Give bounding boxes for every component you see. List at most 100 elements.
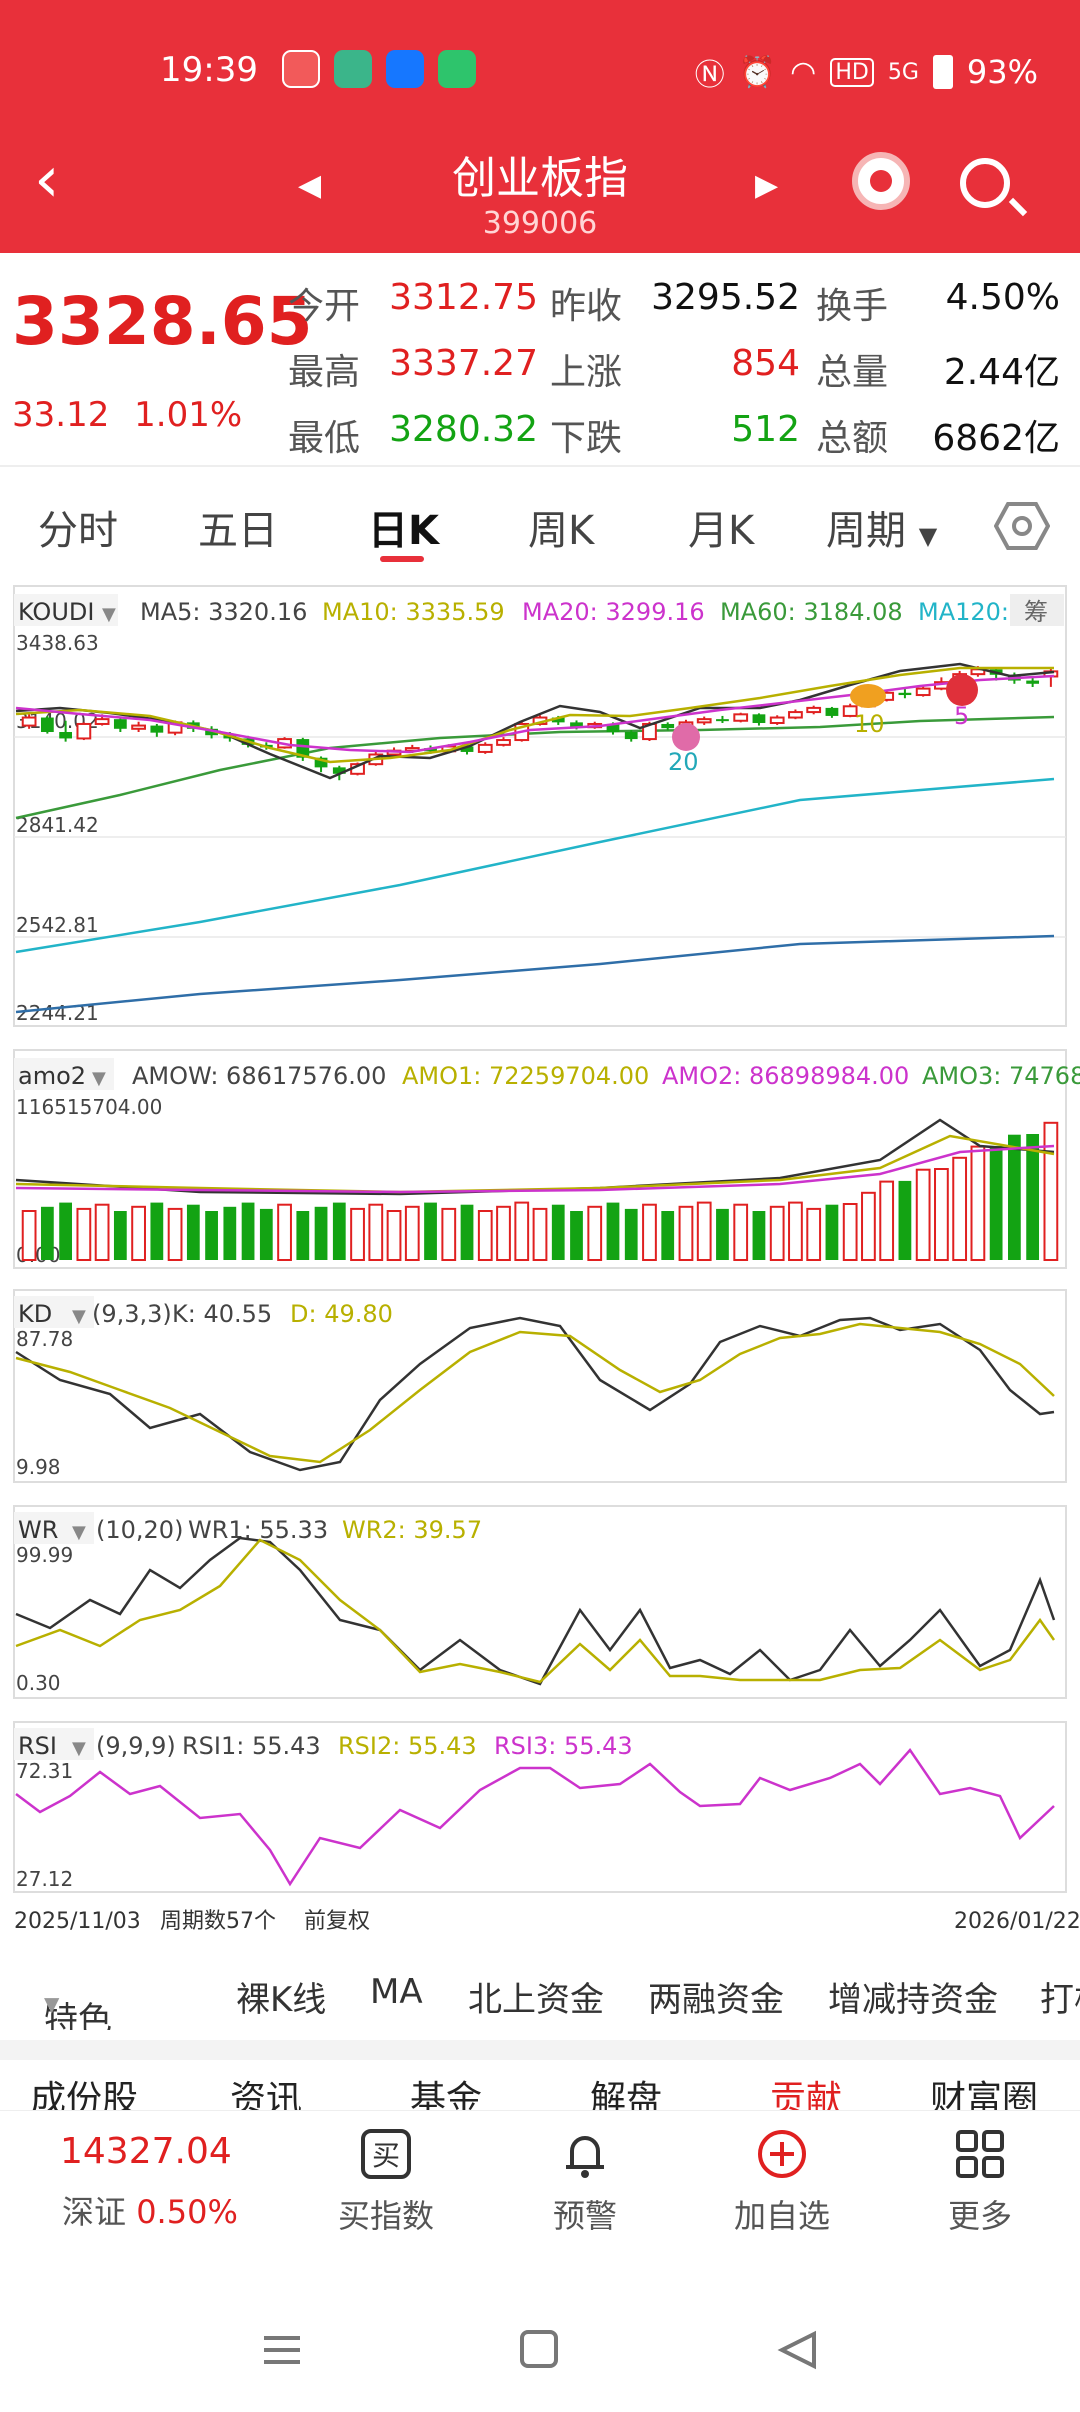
axis-label-kd: 87.78 (16, 1327, 73, 1351)
app-notification-icon (282, 50, 320, 88)
kd-indicator-select[interactable] (14, 1296, 94, 1328)
alert-button[interactable]: 预警 (505, 2127, 665, 2237)
amo-bar (769, 1205, 785, 1261)
tab-contribution[interactable]: 贡献 (770, 2079, 843, 2110)
feature-holdings-change[interactable]: 增减持资金 (828, 1980, 998, 2020)
add-watchlist-button[interactable]: 加自选 (702, 2127, 862, 2237)
amo-bar (40, 1206, 54, 1260)
quote-label: 最高 (288, 352, 361, 393)
back-nav-icon[interactable] (777, 2330, 816, 2370)
battery-icon (932, 55, 953, 89)
amo-bar (259, 1208, 273, 1260)
feature-ma[interactable]: MA (370, 1972, 423, 2012)
more-label: 更多 (947, 2197, 1012, 2235)
amo-bar (915, 1168, 931, 1262)
amo-indicator-select[interactable] (14, 1058, 114, 1090)
tab-period-dropdown[interactable]: 周期 ▼ (826, 498, 937, 556)
tab-five-day[interactable]: 五日 (198, 508, 278, 554)
amo-bar (441, 1207, 457, 1262)
candle-body (842, 705, 858, 717)
candle (624, 730, 638, 742)
grid-icon (956, 2130, 1004, 2178)
tab-constituents[interactable]: 成份股 (30, 2079, 139, 2110)
feature-margin[interactable]: 两融资金 (648, 1980, 784, 2020)
kd-name[interactable]: KD (18, 1300, 52, 1328)
next-index-icon[interactable]: ▶ (755, 168, 779, 203)
app-header: 19:39 Ⓝ ⏰ ◠ HD 5G 93% ‹ ◀ 创业板指 399006 ▶ (0, 0, 1080, 253)
home-icon[interactable] (520, 2330, 558, 2368)
amo-bar-series (21, 1121, 1059, 1262)
amo-bar (21, 1210, 37, 1261)
rsi1-label: RSI1: 55.43 (182, 1732, 321, 1760)
candle (205, 726, 218, 739)
tab-intraday[interactable]: 分时 (38, 508, 118, 554)
menu-icon[interactable] (264, 2336, 300, 2364)
kline-chart[interactable]: KOUDI ▼ MA5: 3320.16 MA10: 3335.59 MA20:… (0, 580, 1080, 1940)
tab-funds[interactable]: 基金 (410, 2079, 483, 2110)
rsi-indicator-select[interactable] (14, 1728, 94, 1760)
message-notification-icon (438, 50, 476, 88)
candle (496, 737, 511, 747)
amo-bar (898, 1180, 912, 1260)
amo-bar (696, 1201, 712, 1261)
buy-index-button[interactable]: 买 买指数 (306, 2127, 466, 2237)
candle-body (915, 687, 931, 697)
candle-body (496, 739, 511, 746)
active-tab-indicator (380, 556, 424, 562)
wr2-label: WR2: 39.57 (342, 1516, 482, 1544)
axis-label-k: 2542.81 (16, 913, 99, 937)
candle-body (94, 718, 110, 725)
amo-bar (970, 1145, 986, 1261)
candle-body (131, 724, 146, 730)
amo-bar (332, 1202, 346, 1260)
related-index-name: 深证 (62, 2193, 127, 2231)
candle (788, 709, 803, 720)
more-button[interactable]: 更多 (900, 2127, 1060, 2237)
tab-daily-k[interactable]: 日K (368, 508, 439, 554)
koudi-name[interactable]: KOUDI (18, 598, 94, 626)
chips-button[interactable] (1010, 594, 1064, 626)
tab-wealth-circle[interactable]: 财富圈 (930, 2079, 1039, 2110)
amo-bar (1026, 1134, 1040, 1260)
candle (59, 720, 72, 742)
axis-label-rsi: 27.12 (16, 1867, 73, 1891)
indicator-select-box[interactable] (14, 594, 118, 626)
ma20-marker-label: 20 (668, 748, 699, 776)
related-index[interactable]: 深证 0.50% (62, 2187, 238, 2233)
feature-northbound[interactable]: 北上资金 (468, 1980, 604, 2020)
search-icon[interactable] (960, 158, 1010, 208)
tab-news[interactable]: 资讯 (230, 2079, 303, 2110)
amo-bar (113, 1211, 127, 1260)
quote-label: 昨收 (550, 286, 623, 327)
tab-weekly-k[interactable]: 周K (528, 508, 595, 554)
candle-body (460, 746, 474, 752)
robot-assistant-icon[interactable] (852, 152, 910, 210)
amo-bar (314, 1206, 328, 1260)
wr-indicator-select[interactable] (14, 1512, 94, 1544)
feature-naked-k[interactable]: 裸K线 (236, 1980, 327, 2020)
candle (1026, 677, 1040, 687)
quote-label: 总额 (816, 418, 889, 459)
rsi-name[interactable]: RSI (18, 1732, 57, 1760)
chart-start-date: 2025/11/03 (14, 1909, 141, 1934)
alipay-notification-icon (386, 50, 424, 88)
quote-value: 3295.52 (651, 277, 800, 318)
wr-name[interactable]: WR (18, 1516, 58, 1544)
status-bar: 19:39 Ⓝ ⏰ ◠ HD 5G 93% (0, 44, 1080, 94)
feature-limit-up[interactable]: 打板 (1040, 1980, 1080, 2020)
amo-name[interactable]: amo2 (18, 1062, 86, 1090)
prev-index-icon[interactable]: ◀ (298, 168, 322, 203)
status-right: Ⓝ ⏰ ◠ HD 5G 93% (695, 50, 1038, 94)
related-index-value[interactable]: 14327.04 (60, 2131, 232, 2172)
amo-bar (296, 1211, 310, 1260)
tab-monthly-k[interactable]: 月K (688, 508, 755, 554)
back-icon[interactable]: ‹ (34, 143, 60, 217)
candle-body (21, 716, 37, 727)
chart-area[interactable]: KOUDI ▼ MA5: 3320.16 MA10: 3335.59 MA20:… (0, 580, 1080, 1940)
add-circle-icon (758, 2130, 806, 2178)
tab-analysis[interactable]: 解盘 (590, 2079, 663, 2110)
amo-bar (368, 1203, 384, 1262)
wifi-icon: ◠ (790, 54, 817, 90)
settings-hexagon-icon[interactable] (994, 498, 1050, 554)
amo-bar (404, 1205, 420, 1261)
